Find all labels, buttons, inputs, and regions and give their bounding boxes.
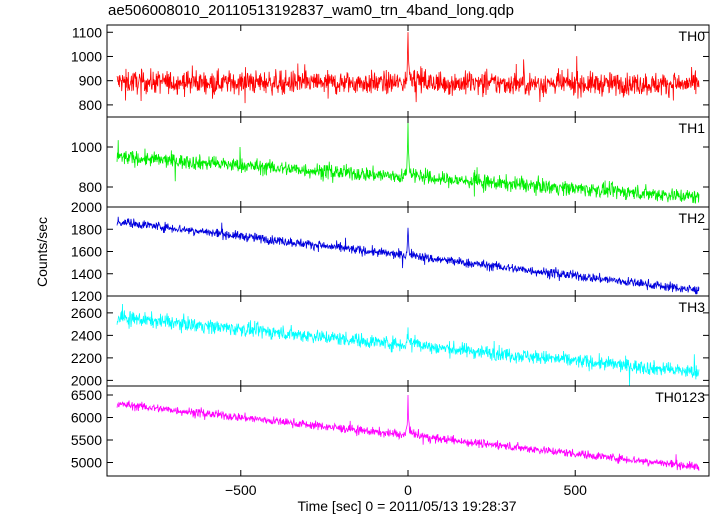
y-tick-label: 2200 <box>71 350 102 366</box>
series-line-th0123 <box>116 394 700 471</box>
series-line-th0 <box>116 32 700 104</box>
chart-title: ae506008010_20110513192837_wam0_trn_4ban… <box>108 2 514 19</box>
y-tick-label: 1200 <box>71 288 102 304</box>
panel-th2: 1200 1400 1600 1800 2000 TH2 <box>71 199 710 304</box>
panel-frame <box>106 206 710 297</box>
x-tick-label: 0 <box>404 482 412 498</box>
y-tick-label: 2400 <box>71 327 102 343</box>
y-tick-label: 800 <box>79 97 103 113</box>
panel-label: TH0 <box>679 28 706 44</box>
panel-th3: 2000 2200 2400 2600 TH3 <box>71 295 710 388</box>
panel-label: TH1 <box>679 120 706 136</box>
y-tick-label: 6000 <box>71 410 102 426</box>
y-tick-label: 1000 <box>71 139 102 155</box>
y-tick-label: 5500 <box>71 432 102 448</box>
x-tick-label: −500 <box>225 482 257 498</box>
series-line-th1 <box>116 121 700 204</box>
y-tick-label: 1400 <box>71 266 102 282</box>
y-tick-label: 2000 <box>71 199 102 215</box>
panel-label: TH3 <box>679 299 706 315</box>
y-tick-label: 2000 <box>71 372 102 388</box>
x-axis-label: Time [sec] 0 = 2011/05/13 19:28:37 <box>297 498 517 514</box>
series-line-th2 <box>116 216 700 295</box>
panel-th0123: 5000 5500 6000 6500 TH0123 <box>71 385 710 477</box>
y-tick-label: 5000 <box>71 455 102 471</box>
series-line-th3 <box>116 303 700 386</box>
y-tick-label: 2600 <box>71 305 102 321</box>
panel-label: TH2 <box>679 210 706 226</box>
y-tick-label: 800 <box>79 179 103 195</box>
y-tick-label: 1100 <box>72 24 102 40</box>
y-tick-label: 1000 <box>71 48 102 64</box>
y-tick-label: 900 <box>79 73 103 89</box>
panel-label: TH0123 <box>655 389 705 405</box>
y-tick-label: 1600 <box>71 244 102 260</box>
y-tick-label: 6500 <box>71 387 102 403</box>
panel-th0: 800 900 1000 1100 TH0 <box>71 24 710 118</box>
x-tick-label: 500 <box>564 482 588 498</box>
panel-frame <box>106 295 710 387</box>
panel-th1: 800 1000 TH1 <box>71 116 710 208</box>
y-tick-label: 1800 <box>71 221 102 237</box>
